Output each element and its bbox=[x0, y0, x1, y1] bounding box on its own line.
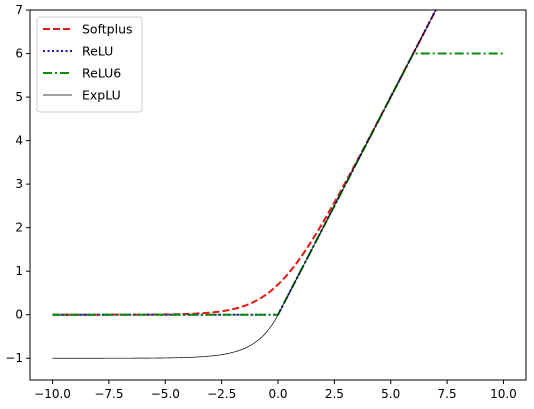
x-axis: −10.0 −7.5 −5.0 −2.5 0.0 2.5 5.0 7.5 10.0 bbox=[34, 380, 517, 401]
y-tick-label: −1 bbox=[5, 351, 23, 365]
x-tick-label: −5.0 bbox=[151, 387, 180, 401]
y-tick-label: 1 bbox=[15, 264, 23, 278]
x-tick-label: 7.5 bbox=[438, 387, 457, 401]
legend: Softplus ReLU ReLU6 ExpLU bbox=[37, 17, 142, 112]
legend-label-explu: ExpLU bbox=[82, 88, 121, 103]
y-tick-label: 7 bbox=[15, 3, 23, 17]
legend-label-relu6: ReLU6 bbox=[82, 66, 121, 81]
y-tick-label: 6 bbox=[15, 47, 23, 61]
y-axis: −1 0 1 2 3 4 5 6 7 bbox=[5, 3, 30, 365]
y-tick-label: 3 bbox=[15, 177, 23, 191]
y-tick-label: 2 bbox=[15, 221, 23, 235]
legend-label-relu: ReLU bbox=[82, 44, 113, 59]
x-tick-label: 2.5 bbox=[325, 387, 344, 401]
x-tick-label: −2.5 bbox=[207, 387, 236, 401]
y-tick-label: 0 bbox=[15, 308, 23, 322]
x-tick-label: −10.0 bbox=[34, 387, 71, 401]
y-tick-label: 5 bbox=[15, 90, 23, 104]
x-tick-label: −7.5 bbox=[94, 387, 123, 401]
y-tick-label: 4 bbox=[15, 134, 23, 148]
legend-label-softplus: Softplus bbox=[82, 22, 133, 37]
x-tick-label: 5.0 bbox=[381, 387, 400, 401]
x-tick-label: 10.0 bbox=[490, 387, 517, 401]
x-tick-label: 0.0 bbox=[268, 387, 287, 401]
